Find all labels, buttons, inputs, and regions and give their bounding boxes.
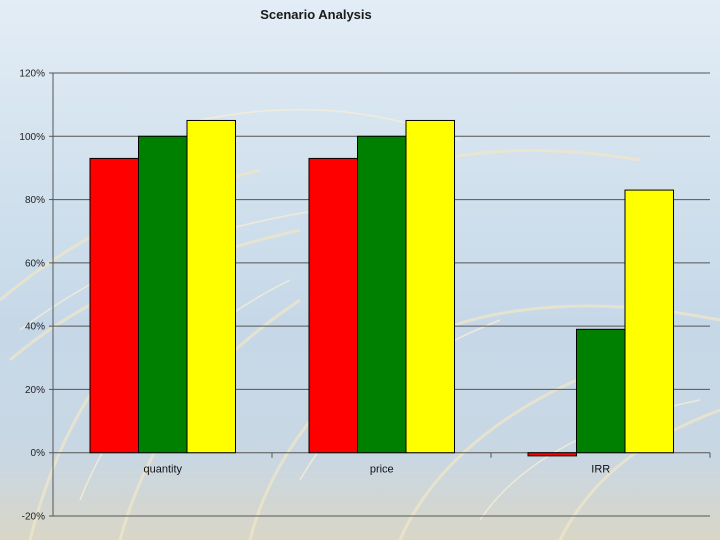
bar-price-series-2 xyxy=(357,135,407,454)
bars xyxy=(89,119,674,457)
y-tick-label: 100% xyxy=(19,132,45,143)
bar-quantity-series-2 xyxy=(138,135,188,454)
labels: 120% 100% 80% 60% 40% 20% 0% -20% quantity price I… xyxy=(19,69,610,523)
y-tick-label: 20% xyxy=(25,385,45,396)
axes xyxy=(49,72,711,517)
y-tick-label: 120% xyxy=(19,69,45,80)
y-tick-label: 80% xyxy=(25,195,45,206)
y-tick-label: 0% xyxy=(31,448,46,459)
bar-quantity-series-3 xyxy=(186,119,236,454)
y-tick-label: 60% xyxy=(25,258,45,269)
y-tick-label: 40% xyxy=(25,322,45,333)
x-category-label: IRR xyxy=(591,464,610,476)
bar-quantity-series-1 xyxy=(89,157,139,454)
bar-IRR-series-1 xyxy=(527,452,577,457)
x-category-label: price xyxy=(370,464,394,476)
bar-IRR-series-2 xyxy=(576,328,626,454)
x-category-label: quantity xyxy=(143,464,182,476)
y-tick-label: -20% xyxy=(22,512,45,523)
bar-IRR-series-3 xyxy=(624,189,674,454)
bar-price-series-1 xyxy=(308,157,358,454)
bar-price-series-3 xyxy=(405,119,455,454)
chart-title: Scenario Analysis xyxy=(260,7,372,22)
